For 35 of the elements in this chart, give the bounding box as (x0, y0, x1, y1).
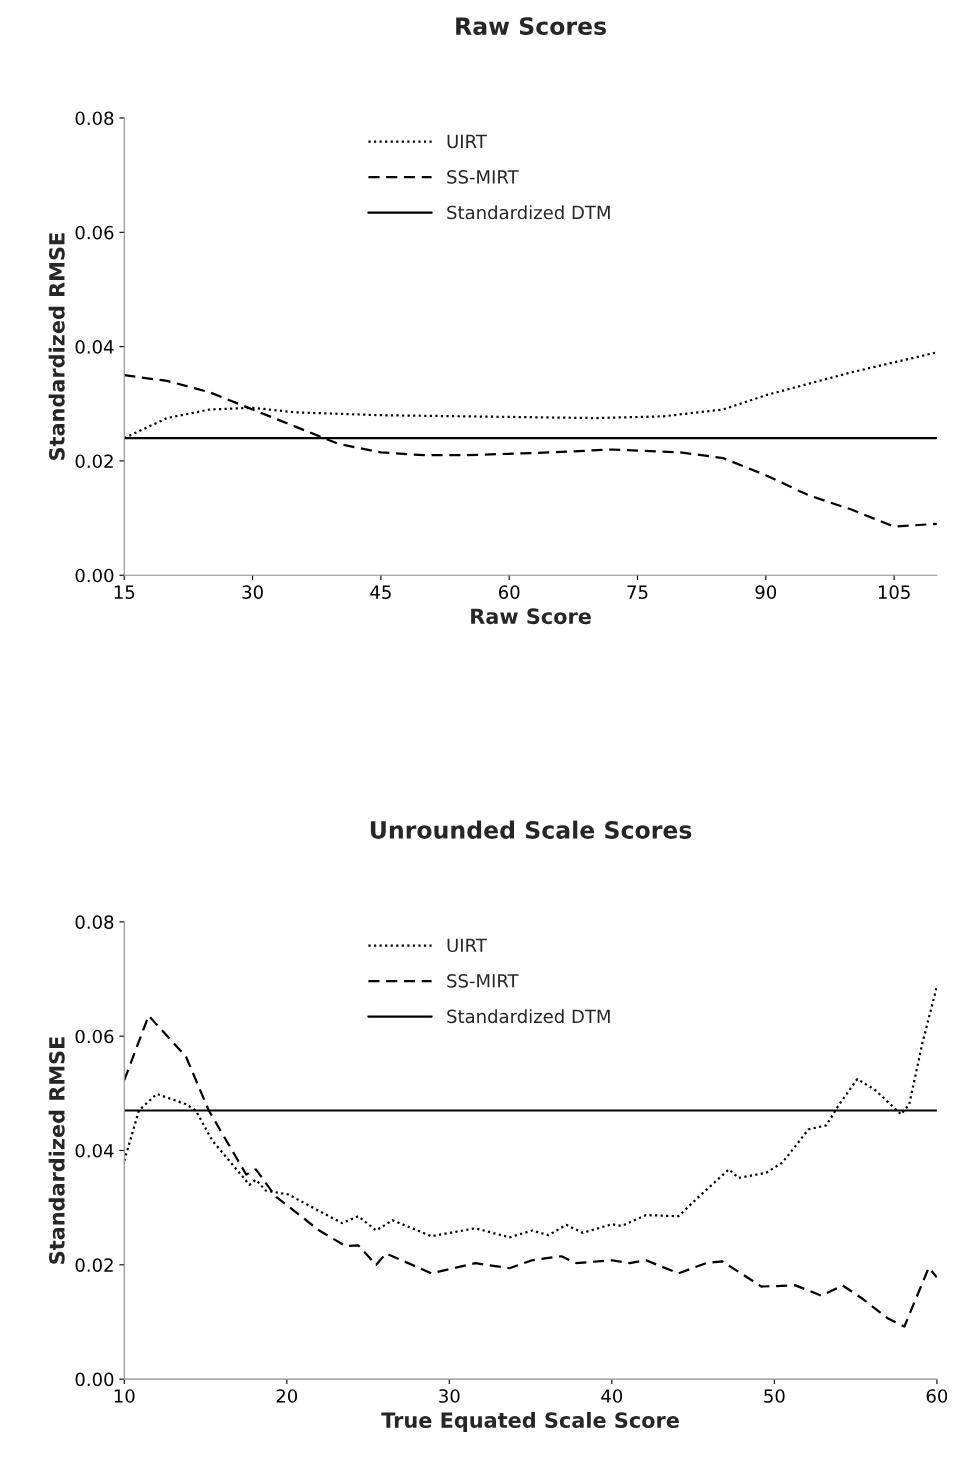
x-tick-label: 50 (764, 1389, 785, 1403)
y-tick-label: 0.06 (75, 1029, 114, 1044)
x-tick-label: 75 (627, 585, 648, 599)
y-axis-title: Standardized RMSE (48, 1037, 65, 1264)
x-tick-label: 105 (878, 585, 910, 599)
y-tick-label: 0.06 (75, 225, 114, 240)
x-tick-label: 90 (755, 585, 777, 599)
chart-title: Raw Scores (456, 17, 606, 35)
x-tick-label: 20 (276, 1389, 298, 1403)
x-tick-label: 45 (370, 585, 391, 599)
x-axis-title: Raw Score (471, 608, 591, 625)
x-tick-label: 60 (498, 585, 520, 599)
legend-label: UIRT (447, 134, 487, 149)
y-tick-label: 0.04 (75, 1143, 114, 1158)
legend-label: SS-MIRT (447, 973, 519, 988)
y-tick-label: 0.02 (75, 1258, 113, 1272)
legend-label: Standardized DTM (447, 1009, 610, 1024)
x-tick-label: 30 (439, 1389, 460, 1403)
legend-label: UIRT (447, 938, 487, 953)
y-tick-label: 0.00 (75, 1372, 114, 1387)
x-tick-label: 10 (114, 1389, 135, 1403)
x-tick-label: 40 (601, 1389, 623, 1403)
y-axis-title: Standardized RMSE (48, 233, 65, 460)
y-tick-label: 0.04 (75, 340, 114, 354)
y-tick-label: 0.08 (75, 915, 114, 929)
y-tick-label: 0.00 (75, 568, 114, 583)
x-tick-label: 15 (114, 585, 135, 599)
x-axis-title: True Equated Scale Score (381, 1411, 679, 1433)
x-tick-label: 30 (242, 585, 263, 599)
chart-title: Unrounded Scale Scores (370, 820, 692, 839)
legend-label: SS-MIRT (447, 170, 519, 184)
legend-label: Standardized DTM (447, 205, 610, 220)
y-tick-label: 0.02 (75, 454, 113, 469)
y-tick-label: 0.08 (75, 111, 114, 126)
x-tick-label: 60 (926, 1389, 948, 1403)
